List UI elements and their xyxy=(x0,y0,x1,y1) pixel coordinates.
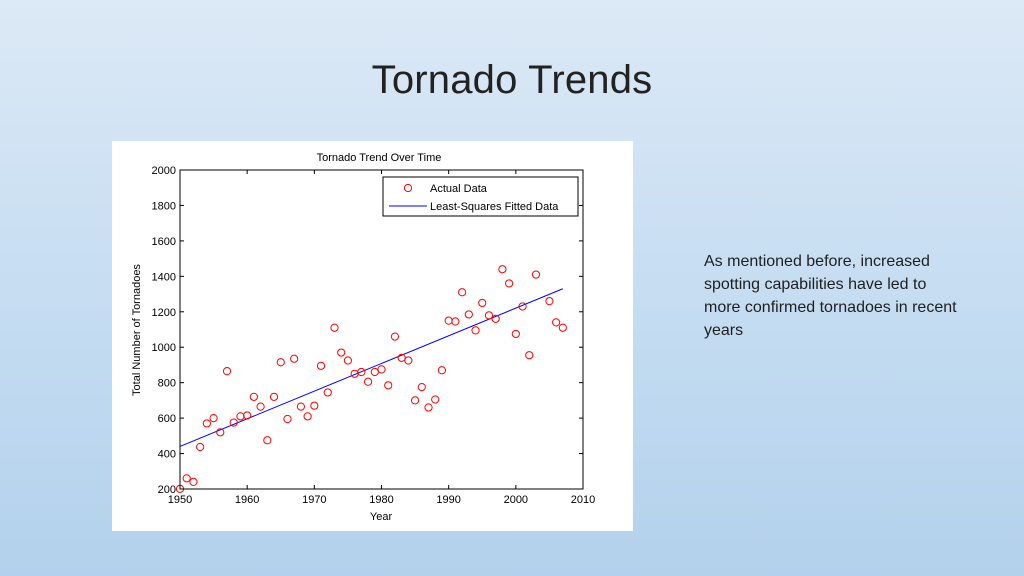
data-point xyxy=(337,348,346,357)
data-point xyxy=(410,396,420,405)
data-point xyxy=(478,298,487,308)
data-point xyxy=(505,279,514,288)
data-point xyxy=(363,377,373,386)
y-tick-label: 600 xyxy=(158,413,176,425)
data-point xyxy=(243,411,252,420)
fit-line xyxy=(179,288,564,447)
data-point xyxy=(249,392,258,401)
data-point xyxy=(491,314,500,323)
data-point xyxy=(384,381,393,390)
data-point xyxy=(531,270,541,279)
y-tick-label: 400 xyxy=(158,449,176,461)
y-tick-label: 2000 xyxy=(152,165,176,177)
slide-title: Tornado Trends xyxy=(371,58,653,102)
data-point xyxy=(182,474,191,483)
data-point xyxy=(296,402,305,411)
y-tick-label: 1200 xyxy=(152,307,176,319)
data-point xyxy=(263,436,272,445)
data-point xyxy=(202,419,211,428)
side-note: As mentioned before, increased spotting … xyxy=(704,253,957,339)
data-point xyxy=(216,428,225,437)
data-point xyxy=(323,388,332,397)
legend-box xyxy=(382,176,579,217)
data-point xyxy=(552,318,561,327)
data-point xyxy=(417,382,426,392)
data-point xyxy=(377,365,386,374)
x-tick-label: 1980 xyxy=(369,494,393,506)
y-tick-label: 1600 xyxy=(152,236,176,248)
data-point xyxy=(498,265,507,274)
data-point xyxy=(357,367,366,377)
chart-title: Tornado Trend Over Time xyxy=(317,152,442,164)
data-point xyxy=(424,403,433,412)
data-point xyxy=(558,323,567,332)
data-point xyxy=(343,356,353,365)
y-tick-label: 800 xyxy=(158,378,176,390)
data-point xyxy=(471,326,480,335)
x-tick-label: 1990 xyxy=(436,494,460,506)
data-point xyxy=(303,412,312,421)
data-point xyxy=(290,354,299,363)
data-point xyxy=(316,361,326,370)
data-point xyxy=(256,402,265,411)
data-point xyxy=(276,358,285,367)
x-tick-label: 1970 xyxy=(302,494,326,506)
legend: Actual Data Least-Squares Fitted Data xyxy=(382,176,579,217)
y-tick-label: 1800 xyxy=(152,200,176,212)
y-tick-label: 1400 xyxy=(152,271,176,283)
data-point xyxy=(511,329,520,339)
x-tick-label: 1960 xyxy=(235,494,259,506)
x-axis-label: Year xyxy=(370,511,393,523)
data-point xyxy=(283,414,292,424)
data-point xyxy=(437,366,447,375)
y-tick-label: 200 xyxy=(158,484,176,496)
data-point xyxy=(269,392,279,401)
scatter-chart: 1950 1960 1970 1980 1990 2000 2010 200 400 600 800… xyxy=(131,152,595,523)
data-point xyxy=(464,310,473,319)
legend-marker-actual xyxy=(403,183,413,193)
data-point xyxy=(458,288,467,297)
data-point xyxy=(545,297,554,306)
data-point xyxy=(518,302,527,311)
chart-figure: 1950 1960 1970 1980 1990 2000 2010 200 400 600 800… xyxy=(112,141,633,531)
plot-area xyxy=(179,169,584,490)
x-tick-label: 2010 xyxy=(571,494,595,506)
data-point xyxy=(209,414,218,423)
data-point xyxy=(310,401,319,410)
data-point xyxy=(404,356,413,365)
data-point xyxy=(484,311,494,320)
legend-label-fit: Least-Squares Fitted Data xyxy=(430,201,559,213)
data-point xyxy=(525,351,534,360)
legend-label-actual: Actual Data xyxy=(430,183,488,195)
data-point xyxy=(390,332,400,341)
data-point xyxy=(196,442,205,452)
x-tick-label: 2000 xyxy=(504,494,528,506)
data-point xyxy=(330,323,339,332)
data-point xyxy=(189,477,198,487)
data-point xyxy=(431,395,440,404)
y-tick-label: 1000 xyxy=(152,342,176,354)
data-point xyxy=(229,418,238,427)
data-point xyxy=(222,367,232,376)
x-tick-label: 1950 xyxy=(168,494,192,506)
data-point xyxy=(451,317,460,326)
y-axis-label: Total Number of Tornadoes xyxy=(131,264,143,396)
